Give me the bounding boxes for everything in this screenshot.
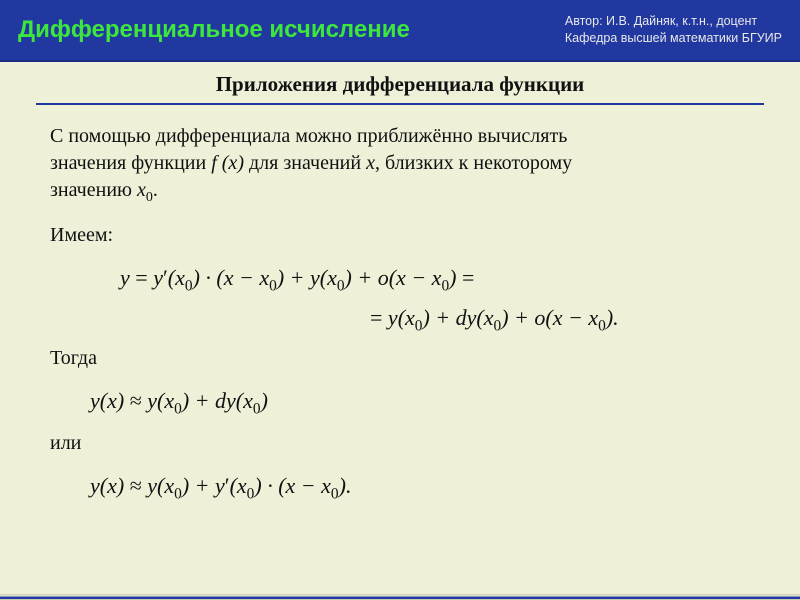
author-block: Автор: И.В. Дайняк, к.т.н., доцент Кафед… (565, 13, 782, 48)
footer-rule (0, 594, 800, 600)
fx-symbol: f (x) (211, 152, 244, 174)
main-title: Дифференциальное исчисление (18, 16, 410, 44)
x0-sub: 0 (146, 190, 153, 205)
have-label: Имеем: (50, 222, 750, 249)
equation-3: y(x) ≈ y(x0) + dy(x0) (50, 386, 750, 420)
then-label: Тогда (50, 345, 750, 372)
equation-4: y(x) ≈ y(x0) + y′(x0) · (x − x0). (50, 471, 750, 505)
intro-text-2c: , близких к некоторому (375, 152, 572, 174)
x0-x: x (137, 179, 146, 201)
subtitle: Приложения дифференциала функции (36, 72, 764, 105)
intro-text-3b: . (153, 179, 158, 201)
intro-text-3a: значению (50, 179, 137, 201)
content-area: Приложения дифференциала функции С помощ… (0, 62, 800, 594)
equation-2: = y(x0) + dy(x0) + o(x − x0). (50, 303, 750, 337)
header-bar: Дифференциальное исчисление Автор: И.В. … (0, 0, 800, 62)
equation-1: y = y′(x0) · (x − x0) + y(x0) + o(x − x0… (50, 263, 750, 297)
intro-paragraph: С помощью дифференциала можно приближённ… (50, 123, 750, 208)
author-line-1: Автор: И.В. Дайняк, к.т.н., доцент (565, 13, 782, 31)
body-text: С помощью дифференциала можно приближённ… (36, 123, 764, 506)
intro-text-1: С помощью дифференциала можно приближённ… (50, 125, 567, 147)
intro-text-2b: для значений (244, 152, 366, 174)
or-label: или (50, 430, 750, 457)
author-line-2: Кафедра высшей математики БГУИР (565, 30, 782, 48)
x-symbol: x (366, 152, 375, 174)
x0-symbol: x0 (137, 179, 153, 201)
intro-text-2a: значения функции (50, 152, 211, 174)
slide: Дифференциальное исчисление Автор: И.В. … (0, 0, 800, 600)
